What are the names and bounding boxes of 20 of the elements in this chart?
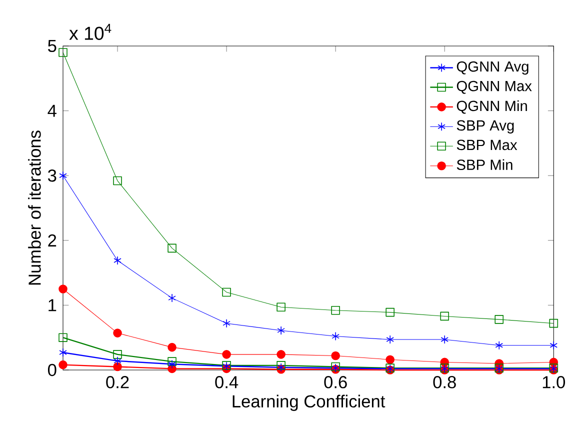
legend-label: QGNN Min <box>456 100 527 114</box>
legend-label: QGNN Avg <box>456 61 528 75</box>
x-tick-label: 1.0 <box>542 376 566 388</box>
x-tick-label: 0.8 <box>433 376 456 388</box>
x-tick-label: 0.2 <box>106 376 129 388</box>
legend-label: SBP Max <box>456 140 518 150</box>
y-tick-label: 3 <box>48 169 56 182</box>
legend-label: SBP Min <box>456 159 512 170</box>
x-tick-label: 0.6 <box>324 376 347 388</box>
x-axis-title: Learning Confficient <box>232 394 386 411</box>
text: x 10$^{4}$ <box>69 24 112 40</box>
legend-label: QGNN Max <box>456 80 532 94</box>
y-tick-label: 5 <box>48 40 56 52</box>
x-tick-label: 0.4 <box>215 376 238 388</box>
y-axis-title: Number of iterations <box>28 130 41 285</box>
y-tick-label: 1 <box>48 299 56 312</box>
y-tick-label: 2 <box>48 234 56 246</box>
y-tick-label: 0 <box>48 364 56 376</box>
y-tick-label: 4 <box>48 104 56 117</box>
legend-label: SBP Avg <box>456 120 514 134</box>
